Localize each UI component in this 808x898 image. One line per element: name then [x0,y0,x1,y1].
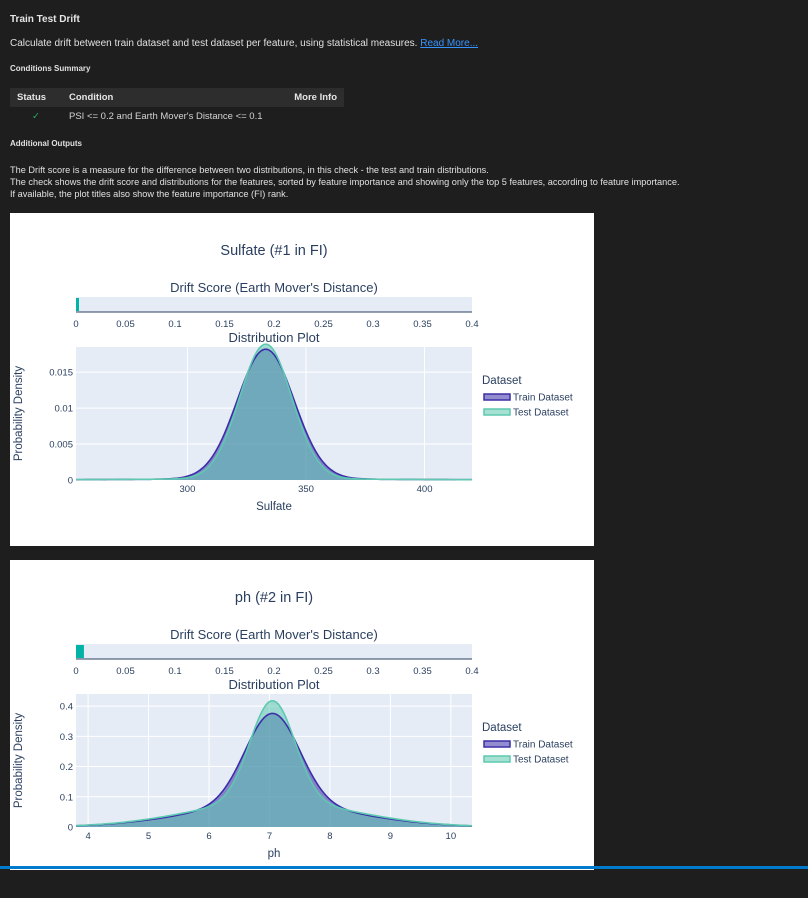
x-tick-label: 7 [267,831,272,842]
drift-title: Drift Score (Earth Mover's Distance) [170,280,378,295]
drift-tick-label: 0.2 [267,666,280,677]
legend-title: Dataset [482,722,522,734]
status-check-icon: ✓ [32,111,40,122]
drift-tick-label: 0.1 [168,666,181,677]
drift-tick-label: 0.3 [366,319,379,330]
drift-bar [76,645,84,658]
x-tick-label: 8 [327,831,332,842]
y-tick-label: 0.1 [60,792,73,803]
read-more-link[interactable]: Read More... [420,38,479,49]
x-tick-label: 10 [446,831,457,842]
drift-plot-area [76,297,472,312]
drift-tick-label: 0.2 [267,319,280,330]
y-tick-label: 0 [68,476,73,487]
conditions-header-row: Status Condition More Info [10,88,344,107]
legend-title: Dataset [482,375,522,387]
chart-title: Sulfate (#1 in FI) [220,243,327,259]
y-tick-label: 0 [68,823,73,834]
status-bar [0,866,808,869]
chart-title: ph (#2 in FI) [235,590,313,606]
legend-swatch [483,408,511,416]
y-tick-label: 0.005 [49,440,73,451]
drift-tick-label: 0.35 [413,666,432,677]
drift-tick-label: 0 [73,319,78,330]
legend-swatch [483,755,511,763]
check-title: Train Test Drift [10,14,80,25]
description-line: The Drift score is a measure for the dif… [10,165,489,175]
additional-outputs-heading: Additional Outputs [10,139,82,148]
plot-ph[interactable]: ph (#2 in FI) Drift Score (Earth Mover's … [10,560,594,870]
description-line: If available, the plot titles also show … [10,189,289,199]
drift-tick-label: 0.05 [116,319,135,330]
drift-tick-label: 0.15 [215,319,234,330]
col-more-info: More Info [283,88,344,107]
conditions-table: Status Condition More Info ✓ PSI <= 0.2 … [10,88,344,126]
x-tick-label: 400 [417,484,433,495]
y-tick-label: 0.2 [60,762,73,773]
x-tick-label: 300 [180,484,196,495]
dist-title: Distribution Plot [228,330,319,345]
plot-ph-svg: ph (#2 in FI) Drift Score (Earth Mover's … [13,590,573,860]
drift-tick-label: 0.15 [215,666,234,677]
plot-sulfate-svg: Sulfate (#1 in FI) Drift Score (Earth Mov… [13,243,573,513]
legend-swatch [483,740,511,748]
col-condition: Condition [62,88,284,107]
test-area [76,344,472,480]
additional-outputs-description: The Drift score is a measure for the dif… [10,164,680,200]
drift-tick-label: 0.25 [314,319,333,330]
x-axis-title: Sulfate [256,501,292,513]
drift-tick-label: 0.3 [366,666,379,677]
drift-tick-label: 0.4 [465,666,478,677]
legend-item: Train Dataset [513,393,573,404]
x-tick-label: 9 [388,831,393,842]
drift-tick-label: 0.35 [413,319,432,330]
x-tick-label: 4 [85,831,90,842]
legend-swatch [483,393,511,401]
y-tick-label: 0.015 [49,368,73,379]
test-line [75,699,473,827]
table-row: ✓ PSI <= 0.2 and Earth Mover's Distance … [10,107,344,126]
y-axis-title: Probability Density [13,713,25,808]
more-info-cell [283,107,344,126]
dist-title: Distribution Plot [228,677,319,692]
drift-bar [76,298,79,311]
condition-cell: PSI <= 0.2 and Earth Mover's Distance <=… [69,111,263,122]
x-tick-label: 6 [206,831,211,842]
description-text: Calculate drift between train dataset an… [10,38,418,49]
legend-item: Train Dataset [513,740,573,751]
legend-item: Test Dataset [513,408,569,419]
description-line: The check shows the drift score and dist… [10,177,680,187]
check-description: Calculate drift between train dataset an… [10,38,478,49]
y-tick-label: 0.4 [60,702,73,713]
plot-sulfate[interactable]: Sulfate (#1 in FI) Drift Score (Earth Mov… [10,213,594,546]
drift-tick-label: 0 [73,666,78,677]
test-area [76,700,472,827]
y-axis-title: Probability Density [13,366,25,461]
drift-plot-area [76,644,472,659]
x-tick-label: 350 [298,484,314,495]
legend-item: Test Dataset [513,755,569,766]
conditions-summary-heading: Conditions Summary [10,64,91,73]
col-status: Status [10,88,62,107]
drift-tick-label: 0.4 [465,319,478,330]
drift-tick-label: 0.25 [314,666,333,677]
x-tick-label: 5 [146,831,151,842]
y-tick-label: 0.01 [55,404,74,415]
drift-tick-label: 0.1 [168,319,181,330]
y-tick-label: 0.3 [60,732,73,743]
x-axis-title: ph [268,848,281,860]
drift-title: Drift Score (Earth Mover's Distance) [170,627,378,642]
test-line [75,343,473,481]
drift-tick-label: 0.05 [116,666,135,677]
